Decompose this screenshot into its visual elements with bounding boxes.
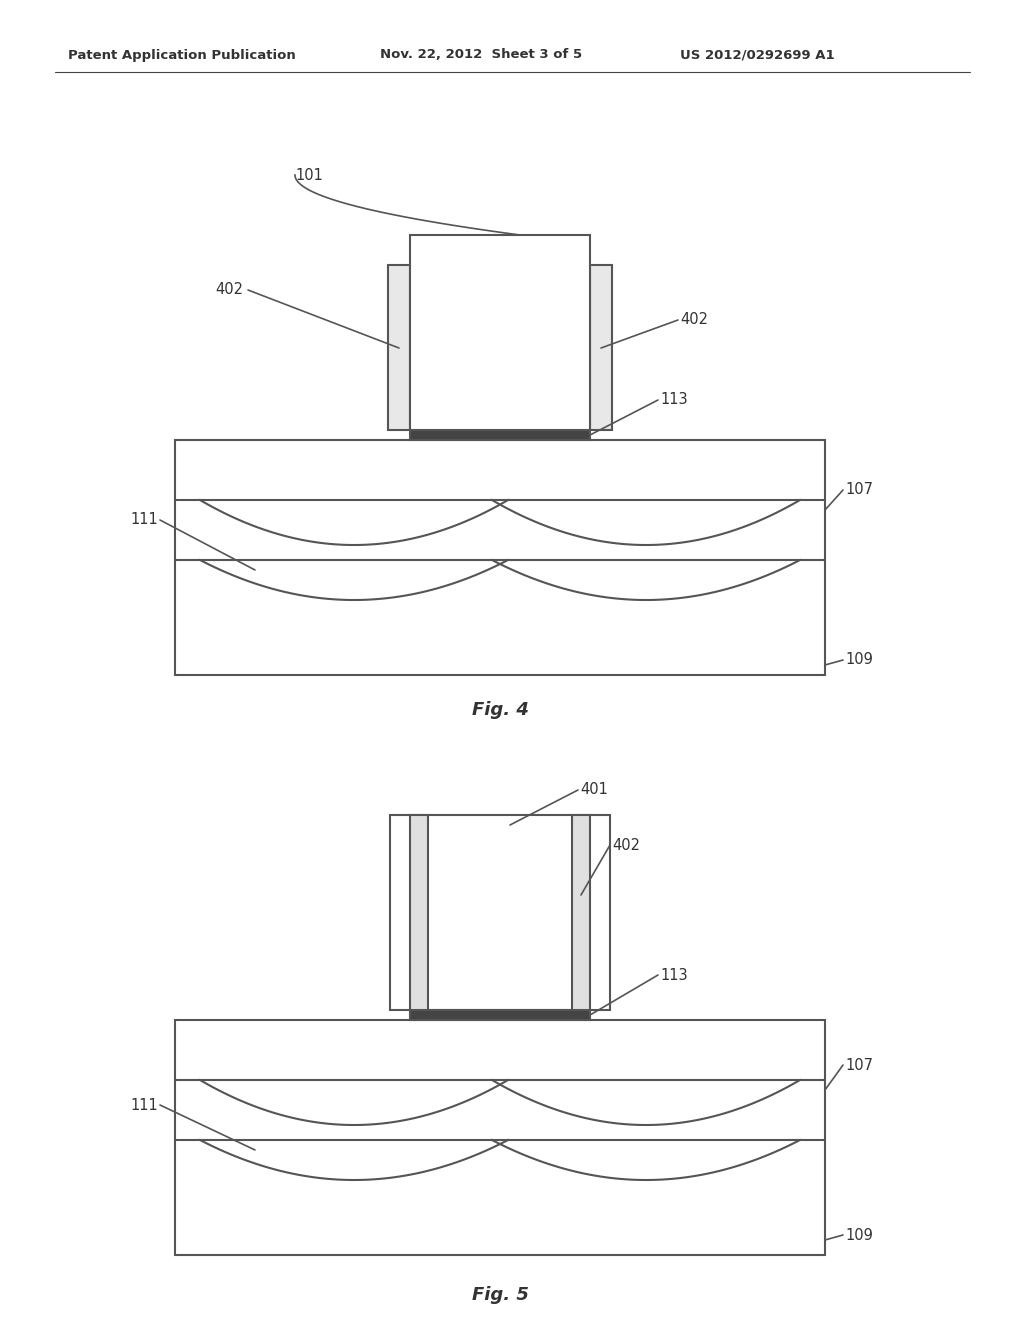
Text: Patent Application Publication: Patent Application Publication — [68, 49, 296, 62]
Text: 113: 113 — [660, 968, 688, 982]
Text: 107: 107 — [845, 483, 873, 498]
Bar — [410, 430, 590, 440]
Text: 101: 101 — [295, 168, 323, 182]
Text: 111: 111 — [130, 1097, 158, 1113]
Text: 402: 402 — [612, 837, 640, 853]
Text: Fig. 4: Fig. 4 — [472, 701, 528, 719]
Bar — [390, 814, 610, 1010]
Text: 402: 402 — [215, 282, 243, 297]
Bar — [388, 265, 410, 430]
Text: 107: 107 — [845, 1057, 873, 1072]
Text: 401: 401 — [580, 783, 608, 797]
Bar — [410, 814, 428, 1010]
Text: US 2012/0292699 A1: US 2012/0292699 A1 — [680, 49, 835, 62]
Bar — [175, 440, 825, 675]
Text: 111: 111 — [130, 512, 158, 528]
Bar — [175, 1020, 825, 1255]
Text: Fig. 5: Fig. 5 — [472, 1286, 528, 1304]
Text: 113: 113 — [660, 392, 688, 408]
Text: 402: 402 — [680, 313, 708, 327]
Bar — [410, 235, 590, 430]
Bar — [590, 265, 612, 430]
Bar — [410, 1010, 590, 1020]
Text: 109: 109 — [845, 652, 872, 668]
Text: 109: 109 — [845, 1228, 872, 1242]
Text: Nov. 22, 2012  Sheet 3 of 5: Nov. 22, 2012 Sheet 3 of 5 — [380, 49, 582, 62]
Bar — [572, 814, 590, 1010]
